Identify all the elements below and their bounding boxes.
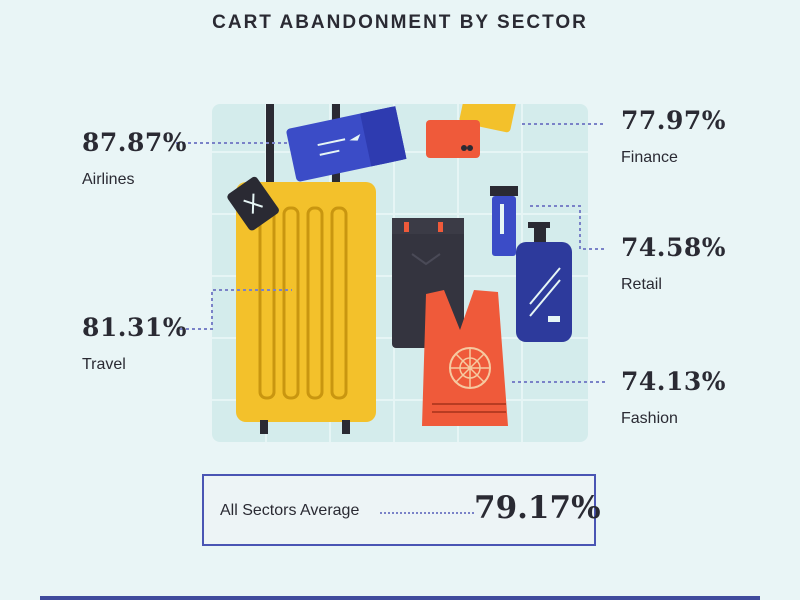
stat-value: 77.97%: [621, 106, 727, 135]
stat-label: Finance: [621, 149, 678, 166]
chart-title: CART ABANDONMENT BY SECTOR: [212, 12, 588, 33]
sector-illustration: [212, 104, 588, 442]
tote-bag-icon: [422, 290, 508, 426]
bottom-divider: [40, 596, 760, 600]
credit-cards-icon: [426, 104, 517, 158]
stat-finance: 77.97% Finance: [621, 106, 726, 167]
leader-retail: [530, 205, 606, 250]
stat-label: Retail: [621, 276, 662, 293]
suitcase-icon: [236, 104, 376, 434]
illustration-panel: [212, 104, 588, 442]
stat-airlines: 87.87% Airlines: [82, 128, 187, 189]
average-leader: [380, 512, 474, 514]
stat-value: 74.58%: [621, 233, 727, 262]
stat-value: 74.13%: [621, 367, 727, 396]
stat-retail: 74.58% Retail: [621, 233, 726, 294]
stat-label: Airlines: [82, 171, 135, 188]
average-label: All Sectors Average: [220, 502, 360, 519]
boarding-pass-icon: [286, 106, 407, 182]
average-value: 79.17%: [474, 490, 601, 526]
stat-label: Travel: [82, 356, 126, 373]
average-box: All Sectors Average 79.17%: [202, 474, 601, 546]
stat-travel: 81.31% Travel: [82, 313, 187, 374]
leader-travel: [180, 289, 292, 330]
tube-bottle-icon: [490, 186, 518, 256]
stat-fashion: 74.13% Fashion: [621, 367, 726, 428]
stat-value: 87.87%: [82, 128, 188, 157]
luggage-tag-icon: [227, 176, 279, 231]
stat-value: 81.31%: [82, 313, 188, 342]
stat-label: Fashion: [621, 410, 678, 427]
pump-bottle-icon: [516, 222, 572, 342]
